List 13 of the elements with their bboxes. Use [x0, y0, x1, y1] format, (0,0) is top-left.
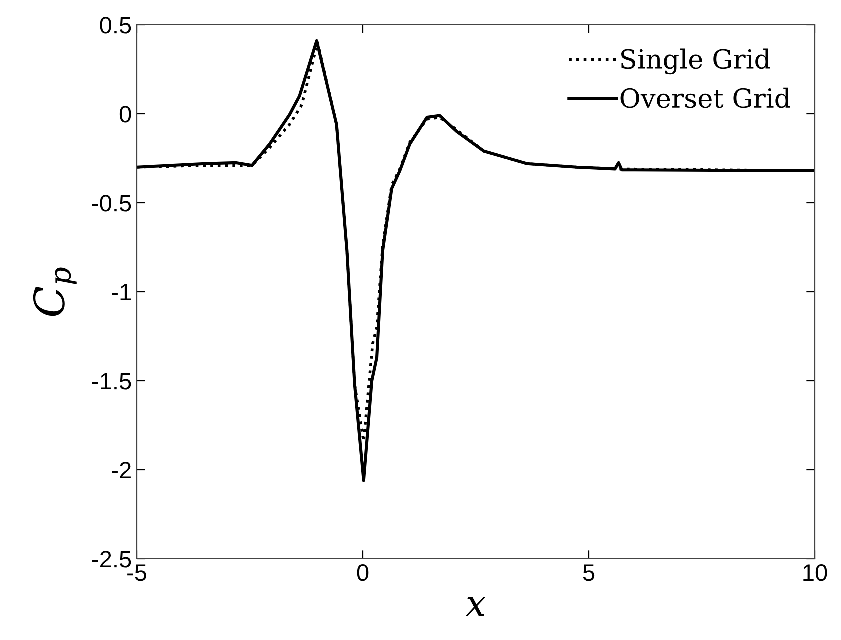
legend-label: Single Grid [622, 48, 770, 75]
y-tick-label: 0 [120, 106, 132, 123]
y-tick-label: -0.5 [92, 195, 132, 212]
legend-label: Overset Grid [620, 88, 790, 108]
x-axis-title: x [466, 597, 486, 616]
y-tick-label: 0.5 [100, 17, 132, 34]
x-tick-label: 5 [583, 564, 595, 582]
y-tick-label: -1 [112, 284, 131, 301]
y-axis-title: C$_{p}$ [33, 268, 77, 316]
y-tick-label: -2 [112, 462, 131, 479]
x-tick-label: 10 [804, 564, 828, 582]
y-tick-label: -1.5 [92, 373, 132, 390]
x-tick-label: 0 [357, 564, 369, 582]
